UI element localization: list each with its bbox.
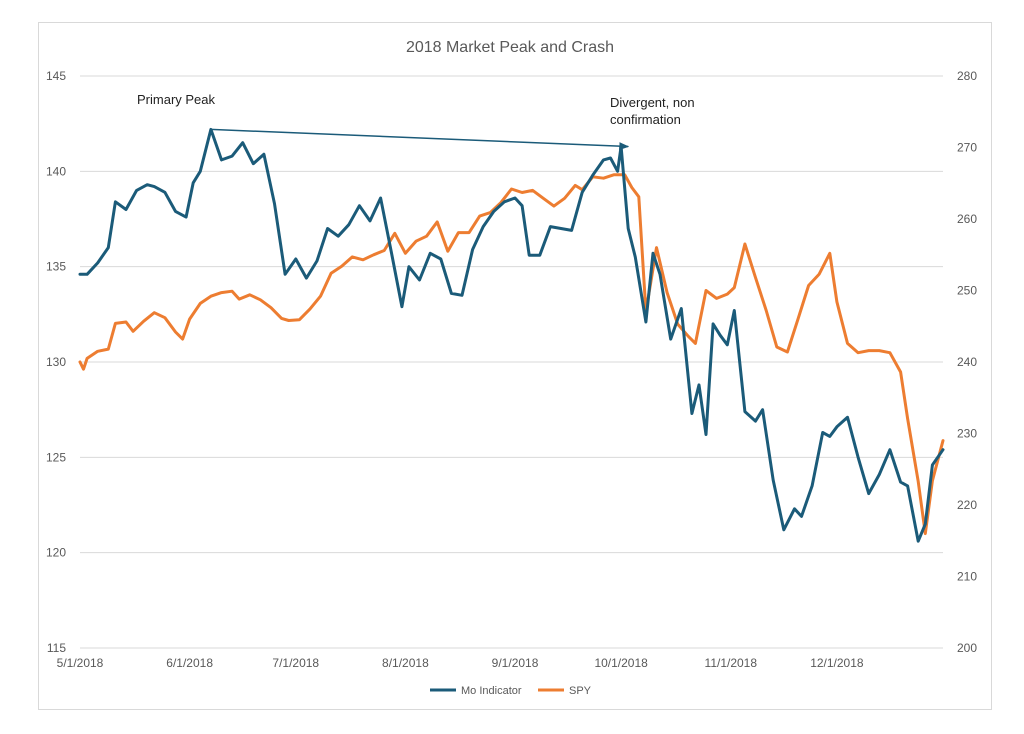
annotation-layer: Primary Peak Divergent, non confirmation	[137, 92, 695, 151]
left-tick-label: 140	[46, 164, 66, 178]
x-axis-ticks: 5/1/2018 6/1/2018 7/1/2018 8/1/2018 9/1/2018…	[57, 656, 864, 670]
right-tick-label: 260	[957, 212, 977, 226]
x-tick-label: 5/1/2018	[57, 656, 104, 670]
right-tick-label: 210	[957, 570, 977, 584]
left-tick-label: 145	[46, 69, 66, 83]
series-line-mo-indicator	[78, 127, 945, 543]
gridlines	[80, 75, 943, 649]
right-tick-label: 270	[957, 141, 977, 155]
divergence-arrow	[210, 128, 630, 151]
x-tick-label: 12/1/2018	[810, 656, 864, 670]
left-tick-label: 115	[47, 641, 66, 655]
chart-title: 2018 Market Peak and Crash	[406, 39, 614, 56]
legend: Mo Indicator SPY	[430, 685, 592, 697]
x-tick-label: 6/1/2018	[166, 656, 213, 670]
right-tick-label: 240	[957, 355, 977, 369]
x-tick-label: 11/1/2018	[705, 656, 758, 670]
right-tick-label: 280	[957, 69, 977, 83]
left-tick-label: 135	[46, 260, 66, 274]
left-tick-label: 120	[46, 546, 66, 560]
series-line-spy	[78, 173, 945, 536]
legend-label-spy: SPY	[569, 685, 592, 697]
legend-label-mo-indicator: Mo Indicator	[461, 685, 522, 697]
right-tick-label: 250	[957, 284, 977, 298]
x-tick-label: 7/1/2018	[272, 656, 319, 670]
annotation-primary-peak: Primary Peak	[137, 92, 216, 107]
annotation-divergent-line2: confirmation	[610, 112, 681, 127]
right-tick-label: 220	[957, 498, 977, 512]
left-tick-label: 130	[46, 355, 66, 369]
right-tick-label: 200	[957, 641, 977, 655]
left-tick-label: 125	[46, 450, 66, 464]
x-tick-label: 9/1/2018	[492, 656, 539, 670]
series-layer	[78, 127, 945, 543]
x-tick-label: 8/1/2018	[382, 656, 429, 670]
right-tick-label: 230	[957, 427, 977, 441]
left-axis-ticks: 115 120 125 130 135 140 145	[46, 69, 66, 655]
x-tick-label: 10/1/2018	[594, 656, 648, 670]
annotation-divergent-line1: Divergent, non	[610, 95, 695, 110]
right-axis-ticks: 200 210 220 230 240 250 260 270 280	[957, 69, 977, 655]
chart-frame	[38, 22, 992, 710]
